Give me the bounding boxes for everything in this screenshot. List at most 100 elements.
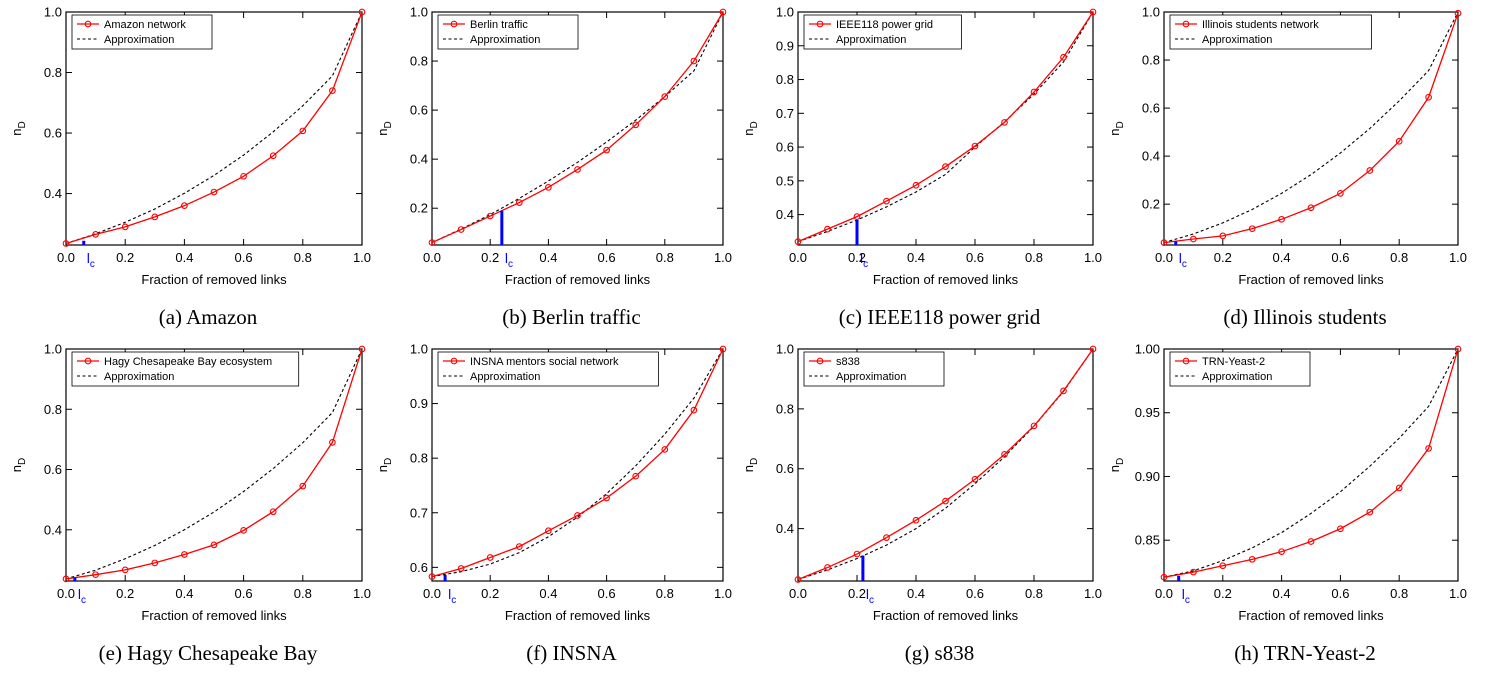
x-axis-label: Fraction of removed links	[873, 608, 1019, 623]
data-point	[690, 57, 698, 65]
legend-series-marker	[816, 20, 824, 28]
legend: Amazon network Approximation	[71, 14, 213, 50]
x-tick-label: 0.0	[789, 250, 807, 265]
y-tick-label: 0.4	[44, 186, 62, 201]
data-point	[151, 559, 159, 567]
y-axis-label: nD	[741, 121, 760, 135]
approximation-line	[797, 11, 1094, 243]
y-tick-label: 0.6	[44, 462, 62, 477]
approximation-line	[431, 11, 724, 244]
x-tick-label: 0.6	[235, 586, 253, 601]
data-point	[92, 231, 99, 238]
data-point	[1425, 93, 1432, 101]
legend-series-marker	[84, 357, 92, 365]
y-tick-label: 0.95	[1135, 405, 1160, 420]
legend-box	[1169, 351, 1311, 387]
x-tick-label: 0.6	[598, 586, 616, 601]
chart-panel-3: 0.0 0.2 0.4 0.6 0.8 1.0 0.4 0.5 0.6 0.7 0.8 0.9 1.0 F…	[741, 5, 1102, 330]
legend-approx-label: Approximation	[836, 371, 906, 383]
x-tick-label: 0.2	[481, 586, 499, 601]
approximation-line	[65, 11, 363, 245]
data-point	[574, 166, 581, 173]
y-tick-label: 1.0	[410, 5, 428, 20]
x-tick-label: 0.0	[789, 586, 807, 601]
data-point	[240, 172, 247, 180]
legend-approx-label: Approximation	[836, 34, 906, 46]
data-point	[1248, 555, 1256, 563]
plot-frame	[431, 11, 724, 246]
data-point	[824, 564, 831, 571]
plot-frame	[797, 348, 1094, 582]
plot-frame	[65, 11, 363, 246]
data-point	[942, 497, 949, 505]
data-point	[632, 472, 640, 480]
data-point	[1190, 568, 1197, 576]
x-tick-label: 0.4	[1273, 586, 1291, 601]
legend-series-label: s838	[836, 356, 860, 368]
x-tick-label: 0.2	[1214, 250, 1232, 265]
x-tick-label: 0.8	[656, 586, 674, 601]
y-tick-label: 0.5	[776, 173, 794, 188]
legend-series-label: IEEE118 power grid	[836, 19, 933, 31]
data-point	[428, 573, 436, 580]
legend-approx-label: Approximation	[1202, 371, 1272, 383]
x-tick-label: 0.6	[966, 250, 984, 265]
legend-series-label: TRN-Yeast-2	[1202, 356, 1265, 368]
x-axis-label: Fraction of removed links	[873, 272, 1019, 287]
legend-box	[437, 351, 659, 387]
data-point	[121, 566, 129, 574]
x-tick-label: 0.8	[1390, 586, 1408, 601]
lc-label: lc	[448, 586, 456, 606]
data-point	[1190, 235, 1197, 243]
legend-box	[437, 14, 579, 50]
chart-panel-7: 0.0 0.2 0.4 0.6 0.8 1.0 0.4 0.6 0.8 1.0 Fraction o…	[741, 342, 1102, 666]
data-point	[1030, 422, 1038, 430]
y-tick-label: 0.6	[776, 140, 794, 155]
legend-box	[1169, 14, 1372, 50]
x-axis-label: Fraction of removed links	[1238, 272, 1384, 287]
plot-frame	[431, 348, 724, 582]
data-point	[1248, 225, 1256, 233]
data-point	[1454, 9, 1462, 17]
data-point	[1160, 239, 1168, 246]
approximation-line	[1163, 11, 1459, 244]
data-point	[62, 575, 70, 583]
data-point	[299, 482, 307, 490]
data-point	[210, 188, 218, 196]
legend-series-marker	[816, 357, 824, 365]
data-point	[358, 8, 366, 16]
data-series-line	[65, 11, 363, 245]
chart-panel-6: 0.0 0.2 0.4 0.6 0.8 1.0 0.6 0.7 0.8 0.9 1.0 Fractio…	[375, 342, 732, 666]
data-point	[1366, 167, 1374, 174]
x-tick-label: 0.4	[907, 250, 925, 265]
y-axis-label: nD	[9, 121, 28, 135]
data-point	[181, 551, 188, 558]
panel-caption: (h) TRN-Yeast-2	[1234, 641, 1376, 665]
data-point	[853, 213, 861, 220]
y-tick-label: 1.0	[776, 5, 794, 20]
y-tick-label: 0.6	[410, 560, 428, 575]
data-point	[1366, 508, 1374, 516]
legend: INSNA mentors social network Approximatio…	[437, 351, 659, 387]
y-tick-label: 0.4	[776, 521, 794, 536]
lc-label: lc	[505, 250, 513, 270]
plot-frame	[797, 11, 1094, 246]
panel-caption: (b) Berlin traffic	[502, 305, 640, 329]
data-point	[1219, 562, 1227, 570]
y-tick-label: 0.85	[1135, 533, 1160, 548]
y-tick-label: 0.4	[44, 522, 62, 537]
x-tick-label: 0.4	[175, 586, 193, 601]
x-tick-label: 0.6	[598, 250, 616, 265]
data-point	[121, 223, 129, 231]
data-point	[515, 199, 523, 206]
y-tick-label: 1.0	[44, 5, 62, 20]
x-tick-label: 0.4	[907, 586, 925, 601]
approximation-line	[65, 348, 363, 580]
data-point	[1337, 525, 1344, 533]
data-point	[1454, 345, 1462, 353]
data-point	[719, 345, 727, 353]
y-tick-label: 0.7	[410, 505, 428, 520]
legend-series-marker	[1182, 357, 1190, 365]
x-tick-label: 0.6	[1331, 250, 1349, 265]
